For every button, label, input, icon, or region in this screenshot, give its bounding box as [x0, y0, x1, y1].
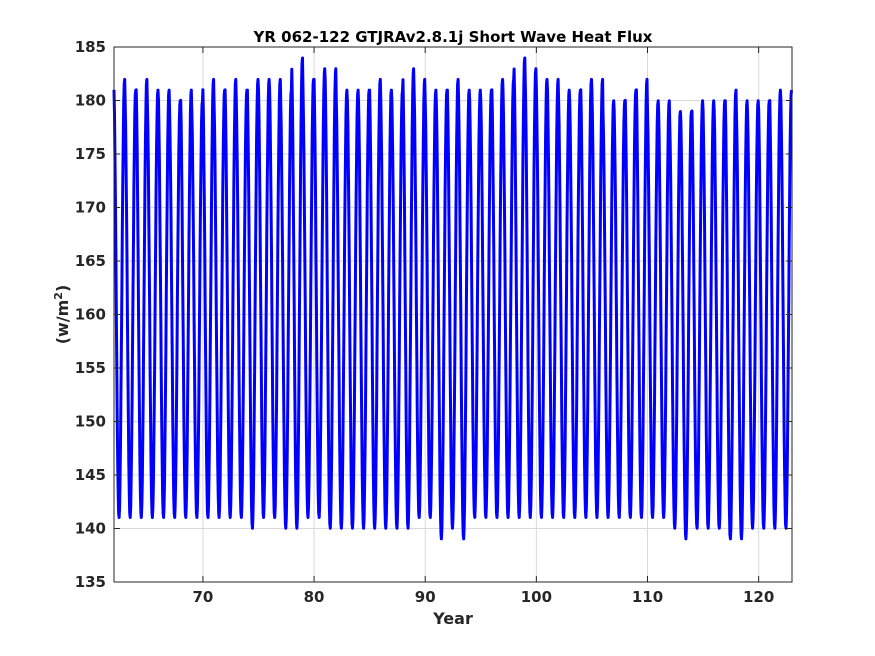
x-tick-label: 80	[304, 588, 325, 606]
y-axis-label: (w/m2)	[52, 285, 73, 345]
y-tick-label: 145	[75, 466, 106, 484]
y-tick-label: 185	[75, 38, 106, 56]
y-axis-label-close: )	[53, 285, 72, 292]
x-tick-label: 100	[521, 588, 552, 606]
x-tick-label: 90	[415, 588, 436, 606]
y-tick-label: 150	[75, 413, 106, 431]
y-axis-label-main: (w/m	[53, 300, 72, 345]
y-tick-label: 155	[75, 359, 106, 377]
x-tick-label: 110	[632, 588, 663, 606]
y-tick-label: 160	[75, 306, 106, 324]
tick-layer: 70 80 90 100 110 120 135 140 145 150 155 160 165 170 1…	[75, 38, 792, 606]
y-tick-label: 175	[75, 145, 106, 163]
y-tick-label: 135	[75, 573, 106, 591]
y-tick-label: 165	[75, 252, 106, 270]
line-layer	[112, 56, 793, 541]
y-tick-label: 180	[75, 92, 106, 110]
chart-title: YR 062-122 GTJRAv2.8.1j Short Wave Heat …	[253, 28, 653, 46]
y-tick-label: 170	[75, 199, 106, 217]
x-tick-label: 120	[743, 588, 774, 606]
y-axis-label-sup: 2	[52, 292, 65, 300]
series-line	[112, 56, 793, 541]
x-axis-label: Year	[432, 609, 473, 628]
y-tick-label: 140	[75, 520, 106, 538]
x-tick-label: 70	[192, 588, 213, 606]
